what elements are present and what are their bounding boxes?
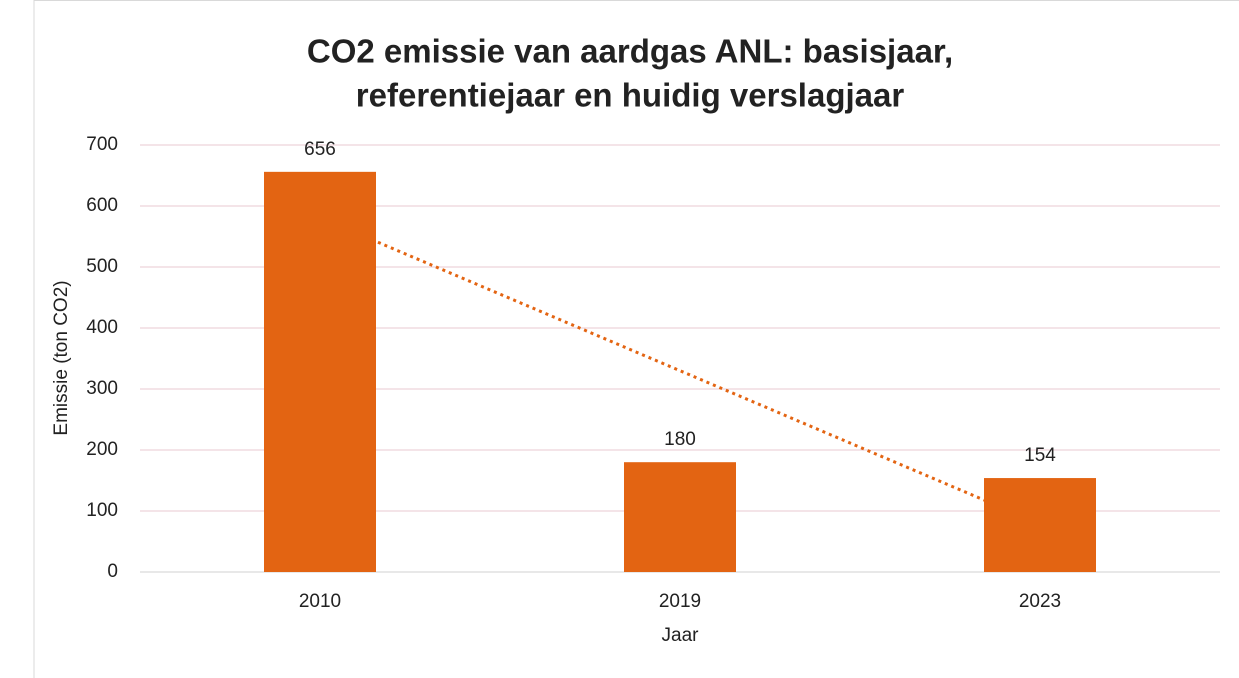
chart-title: CO2 emissie van aardgas ANL: basisjaar, — [307, 33, 953, 70]
x-tick-label: 2019 — [659, 591, 701, 612]
x-tick-label: 2010 — [299, 591, 341, 612]
y-tick-label: 400 — [86, 317, 118, 338]
y-tick-label: 200 — [86, 439, 118, 460]
y-tick-label: 500 — [86, 256, 118, 277]
y-tick-label: 300 — [86, 378, 118, 399]
data-label: 656 — [304, 139, 336, 160]
data-label: 154 — [1024, 445, 1056, 466]
data-label: 180 — [664, 429, 696, 450]
y-tick-label: 600 — [86, 195, 118, 216]
bar — [264, 171, 376, 572]
x-axis-title: Jaar — [662, 625, 700, 646]
trendline — [319, 216, 1041, 526]
y-tick-label: 700 — [86, 134, 118, 155]
bar — [984, 478, 1096, 572]
x-tick-label: 2023 — [1019, 591, 1061, 612]
y-axis-title: Emissie (ton CO2) — [51, 280, 72, 435]
chart-title: referentiejaar en huidig verslagjaar — [356, 77, 905, 114]
chart-border — [33, 0, 1239, 678]
y-tick-label: 0 — [107, 561, 118, 582]
y-tick-label: 100 — [86, 500, 118, 521]
bar — [624, 462, 736, 572]
